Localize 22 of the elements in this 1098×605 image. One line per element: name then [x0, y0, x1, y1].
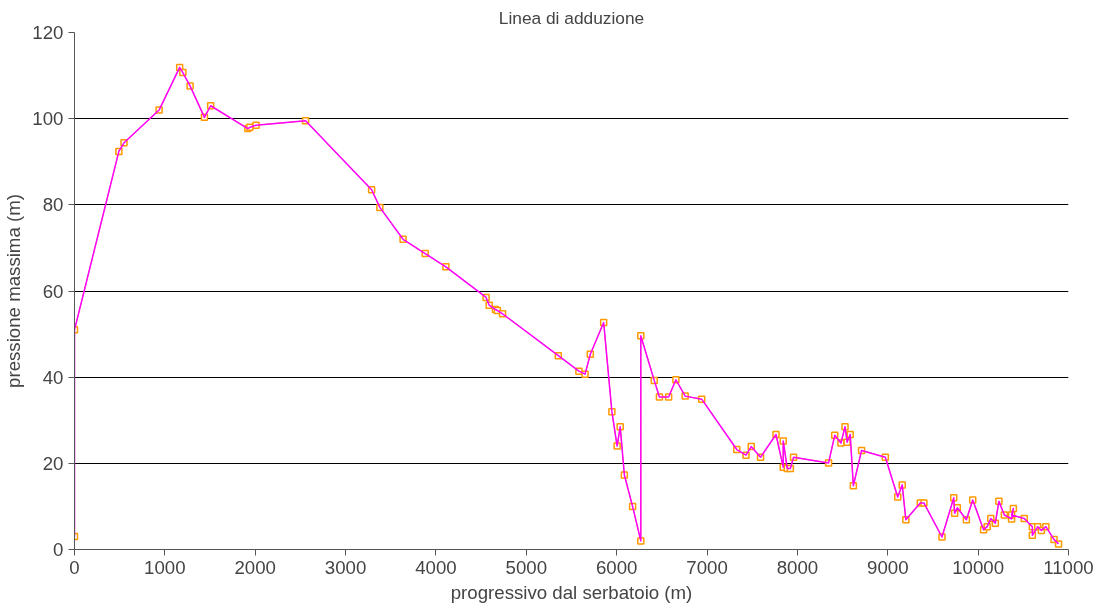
chart-title: Linea di adduzione: [498, 7, 645, 28]
x-tick-label: 0: [69, 556, 80, 578]
y-tick-label: 80: [42, 194, 64, 216]
x-tick-label: 11000: [1043, 556, 1094, 578]
y-tick-label: 0: [53, 539, 64, 560]
y-tick-label: 100: [32, 108, 64, 130]
y-tick-label: 40: [42, 366, 64, 388]
x-tick-label: 8000: [776, 556, 819, 578]
x-tick-label: 2000: [234, 556, 276, 578]
x-tick-label: 4000: [415, 556, 457, 578]
x-tick-label: 1000: [144, 556, 186, 578]
x-tick-label: 9000: [867, 556, 909, 578]
x-tick-label: 5000: [505, 556, 548, 578]
x-tick-label: 10000: [952, 556, 1005, 578]
y-tick-label: 20: [42, 452, 64, 474]
y-tick-label: 60: [42, 280, 64, 302]
y-tick-label: 120: [32, 22, 64, 43]
x-tick-label: 3000: [324, 556, 367, 578]
y-axis-title: pressione massima (m): [3, 194, 25, 388]
x-tick-label: 6000: [595, 556, 638, 578]
x-tick-label: 7000: [686, 556, 728, 578]
x-axis-title: progressivo dal serbatoio (m): [450, 581, 693, 603]
